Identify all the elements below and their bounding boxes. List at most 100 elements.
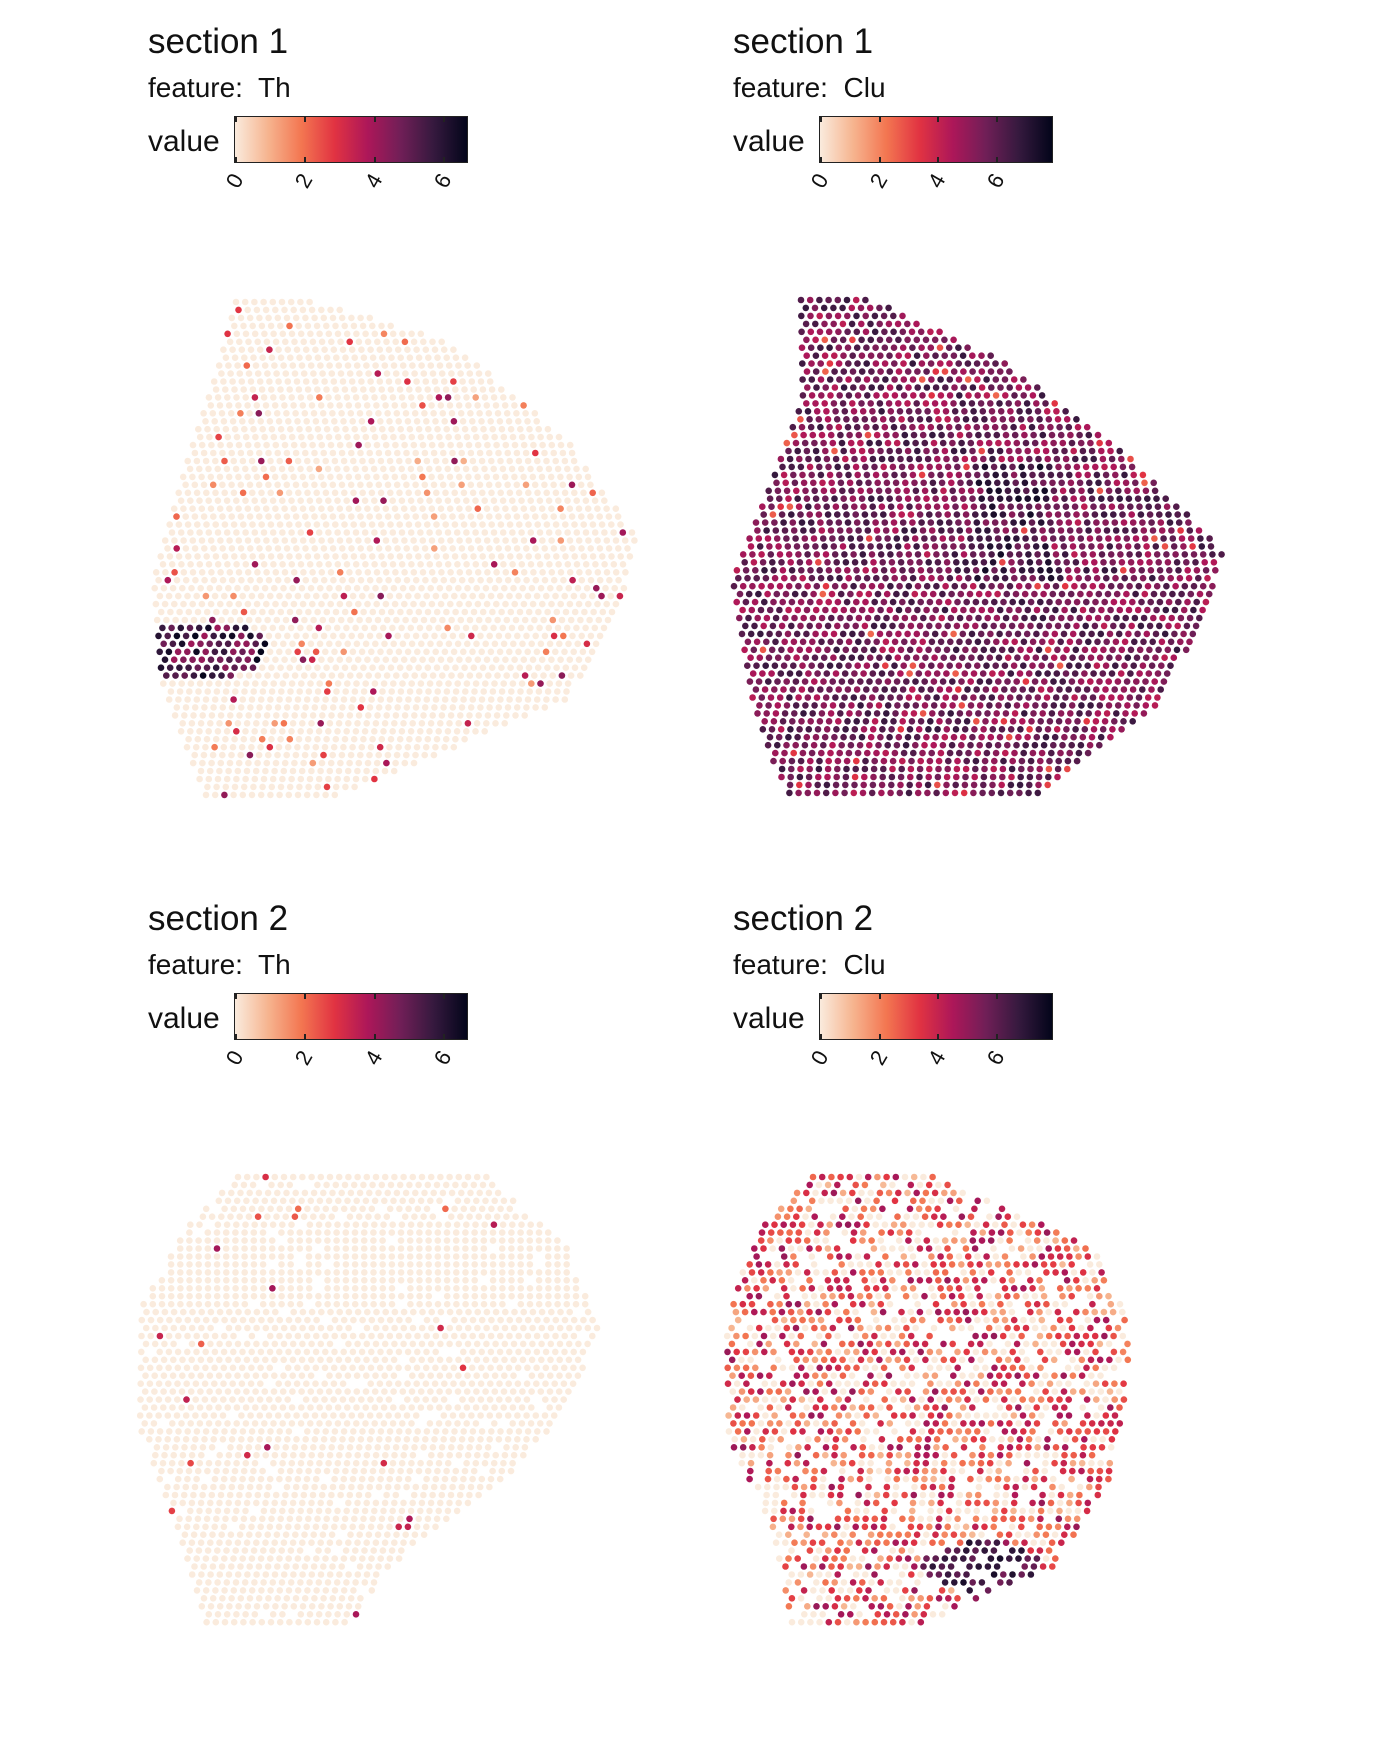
spot-point xyxy=(813,408,821,415)
spot-point xyxy=(228,314,236,322)
spot-point xyxy=(396,1181,404,1189)
spot-point xyxy=(493,712,501,719)
spot-point xyxy=(879,559,886,566)
spot-point xyxy=(1001,686,1008,693)
spot-point xyxy=(1147,567,1155,574)
spot-point xyxy=(393,481,401,489)
spot-point xyxy=(851,503,858,510)
spot-point xyxy=(261,330,268,338)
spot-plot xyxy=(151,298,638,799)
spot-point xyxy=(582,465,589,473)
spot-point xyxy=(884,702,892,709)
spot-point xyxy=(257,418,264,425)
spot-point xyxy=(1035,559,1043,566)
spot-point xyxy=(234,362,241,369)
spot-point xyxy=(1031,678,1039,685)
spot-point xyxy=(276,457,283,465)
spot-point xyxy=(341,1181,349,1189)
spot-point xyxy=(840,606,848,614)
spot-point xyxy=(254,441,261,449)
spot-point xyxy=(345,537,353,544)
spot-point xyxy=(352,775,360,783)
spot-point xyxy=(314,783,322,791)
spot-point xyxy=(788,757,796,765)
spot-point xyxy=(482,680,489,687)
spot-point xyxy=(1089,694,1097,701)
spot-point xyxy=(198,569,206,576)
spot-point xyxy=(834,463,841,471)
spot-point xyxy=(775,733,783,741)
spot-point xyxy=(266,418,274,425)
spot-point xyxy=(398,497,406,504)
spot-point xyxy=(1076,614,1083,622)
spot-point xyxy=(218,1189,226,1197)
spot-point xyxy=(202,457,210,465)
spot-point xyxy=(999,416,1007,423)
spot-point xyxy=(867,352,875,359)
spot-point xyxy=(991,718,998,725)
spot-point xyxy=(795,551,802,558)
spot-point xyxy=(417,529,424,536)
spot-point xyxy=(372,767,380,775)
spot-point xyxy=(187,561,194,568)
spot-point xyxy=(469,418,476,425)
spot-point xyxy=(230,457,237,465)
spot-point xyxy=(763,638,770,646)
spot-point xyxy=(339,576,346,584)
spot-point xyxy=(272,306,279,314)
spot-point xyxy=(330,378,338,385)
spot-point xyxy=(474,656,482,663)
spot-point xyxy=(1001,662,1009,669)
spot-point xyxy=(919,574,926,582)
spot-point xyxy=(844,312,851,320)
spot-point xyxy=(1073,622,1080,630)
spot-point xyxy=(235,537,243,544)
spot-point xyxy=(361,497,369,504)
spot-point xyxy=(786,789,793,797)
spot-point xyxy=(350,322,358,330)
spot-point xyxy=(600,624,608,632)
spot-point xyxy=(338,314,346,322)
spot-point xyxy=(983,392,991,399)
spot-point xyxy=(487,418,495,425)
spot-point xyxy=(1116,495,1123,502)
spot-point xyxy=(936,718,943,725)
spot-point xyxy=(287,688,294,695)
spot-point xyxy=(233,529,240,536)
spot-point xyxy=(1190,551,1198,558)
spot-point xyxy=(203,608,211,616)
spot-point xyxy=(925,416,933,423)
spot-point xyxy=(302,378,310,385)
spot-point xyxy=(1044,726,1052,733)
spot-point xyxy=(838,741,845,749)
spot-point xyxy=(930,702,938,709)
spot-point xyxy=(308,720,315,727)
spot-point xyxy=(511,656,518,663)
spot-point xyxy=(794,495,801,502)
spot-point xyxy=(197,767,205,775)
spot-point xyxy=(878,789,885,797)
spot-point xyxy=(925,646,932,654)
spot-point xyxy=(363,720,370,727)
spot-point xyxy=(224,1197,232,1205)
spot-point xyxy=(1173,559,1181,566)
spot-point xyxy=(1190,582,1198,590)
spot-point xyxy=(411,712,418,719)
spot-point xyxy=(521,712,528,719)
spot-point xyxy=(223,529,231,536)
spot-point xyxy=(277,425,285,433)
spot-point xyxy=(195,425,202,433)
spot-point xyxy=(1066,749,1073,757)
spot-point xyxy=(886,447,893,455)
spot-point xyxy=(1163,670,1171,677)
spot-point xyxy=(202,743,209,751)
spot-point xyxy=(1075,574,1082,582)
spot-point xyxy=(207,537,215,544)
spot-point xyxy=(1164,646,1172,654)
spot-point xyxy=(1054,765,1062,773)
spot-point xyxy=(240,1181,248,1189)
spot-point xyxy=(770,567,777,574)
spot-point xyxy=(414,457,422,465)
spot-point xyxy=(812,368,820,375)
spot-point xyxy=(239,592,246,600)
